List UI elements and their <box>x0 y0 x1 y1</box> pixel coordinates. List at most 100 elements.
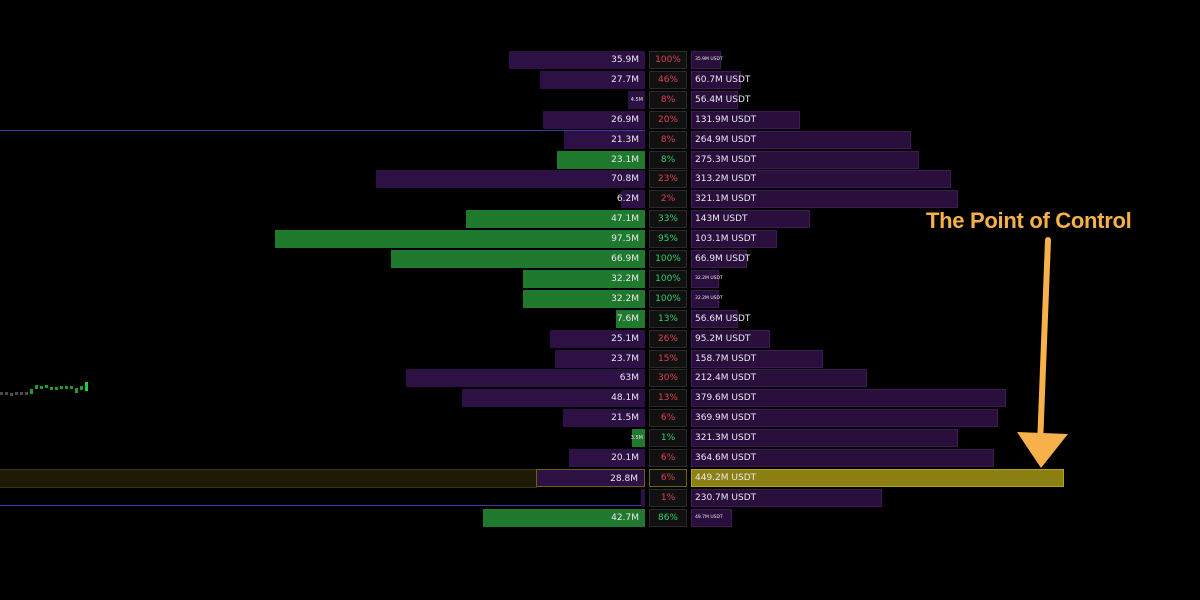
profile-row: 4.5M 8% 56.4M USDT <box>0 91 1200 109</box>
profile-row: 1% 230.7M USDT <box>0 489 1200 507</box>
volume-bar: 42.7M <box>482 509 645 527</box>
volume-bar: 21.5M <box>563 409 645 427</box>
total-bar: 321.3M USDT <box>691 429 958 447</box>
profile-row: 35.9M 100% 35.9M USDT <box>0 51 1200 69</box>
volume-bar: 21.3M <box>564 131 645 149</box>
volume-label: 6.2M <box>616 194 639 204</box>
percent-label: 13% <box>649 310 687 328</box>
volume-label: 20.1M <box>611 453 639 463</box>
profile-row: 6.2M 2% 321.1M USDT <box>0 190 1200 208</box>
profile-row: 47.1M 33% 143M USDT <box>0 210 1200 228</box>
profile-row: 70.8M 23% 313.2M USDT <box>0 170 1200 188</box>
total-label: 131.9M USDT <box>695 115 757 125</box>
percent-label: 6% <box>649 469 687 487</box>
total-label: 321.3M USDT <box>695 433 757 443</box>
percent-label: 2% <box>649 190 687 208</box>
percent-label: 100% <box>649 51 687 69</box>
volume-bar: 97.5M <box>274 230 645 248</box>
total-bar: 143M USDT <box>691 210 810 228</box>
total-bar: 364.6M USDT <box>691 449 994 467</box>
volume-bar: 7.6M <box>616 310 645 328</box>
total-label: 264.9M USDT <box>695 135 757 145</box>
profile-row: 63M 30% 212.4M USDT <box>0 369 1200 387</box>
total-label: 275.3M USDT <box>695 155 757 165</box>
volume-label: 70.8M <box>611 174 639 184</box>
profile-row: 42.7M 86% 49.7M USDT <box>0 509 1200 527</box>
volume-bar: 27.7M <box>539 71 645 89</box>
total-bar: 158.7M USDT <box>691 350 823 368</box>
total-label: 321.1M USDT <box>695 194 757 204</box>
total-label: 49.7M USDT <box>695 515 723 520</box>
volume-label: 66.9M <box>611 254 639 264</box>
total-label: 35.9M USDT <box>695 57 723 62</box>
profile-row: 20.1M 6% 364.6M USDT <box>0 449 1200 467</box>
profile-row: 7.6M 13% 56.6M USDT <box>0 310 1200 328</box>
volume-bar: 3.5M <box>630 429 645 447</box>
total-bar: 56.4M USDT <box>691 91 750 109</box>
volume-label: 3.5M <box>630 435 643 441</box>
poc-annotation-label: The Point of Control <box>926 208 1132 233</box>
profile-row: 32.2M 100% 32.2M USDT <box>0 290 1200 308</box>
percent-label: 26% <box>649 330 687 348</box>
mini-price-candles <box>0 382 88 396</box>
volume-label: 63M <box>619 373 639 383</box>
volume-label: 42.7M <box>611 513 639 523</box>
volume-bar: 4.5M <box>627 91 645 109</box>
volume-bar: 6.2M <box>617 190 645 208</box>
percent-label: 8% <box>649 151 687 169</box>
total-bar: 60.7M USDT <box>691 71 750 89</box>
percent-label: 8% <box>649 91 687 109</box>
lower-level-line <box>0 505 645 506</box>
profile-row: 23.1M 8% 275.3M USDT <box>0 151 1200 169</box>
total-label: 56.6M USDT <box>695 314 751 324</box>
volume-bar: 70.8M <box>375 170 645 188</box>
poc-total-bar: 449.2M USDT <box>691 469 1064 487</box>
percent-label: 1% <box>649 489 687 507</box>
volume-bar: 35.9M <box>508 51 645 69</box>
total-bar: 131.9M USDT <box>691 111 801 129</box>
profile-row: 66.9M 100% 66.9M USDT <box>0 250 1200 268</box>
percent-label: 1% <box>649 429 687 447</box>
volume-label: 21.5M <box>611 413 639 423</box>
percent-label: 33% <box>649 210 687 228</box>
volume-label: 48.1M <box>611 393 639 403</box>
volume-bar: 23.7M <box>554 350 645 368</box>
total-label: 32.2M USDT <box>695 296 723 301</box>
total-label: 56.4M USDT <box>695 95 751 105</box>
percent-label: 100% <box>649 270 687 288</box>
total-label: 103.1M USDT <box>695 234 757 244</box>
volume-bar: 32.2M <box>522 270 645 288</box>
volume-label: 27.7M <box>611 75 639 85</box>
volume-bar: 25.1M <box>549 330 645 348</box>
total-bar: 32.2M USDT <box>691 270 723 288</box>
total-label: 230.7M USDT <box>695 493 757 503</box>
percent-label: 20% <box>649 111 687 129</box>
total-bar: 379.6M USDT <box>691 389 1007 407</box>
total-bar: 66.9M USDT <box>691 250 751 268</box>
total-label: 66.9M USDT <box>695 254 751 264</box>
total-bar: 56.6M USDT <box>691 310 750 328</box>
total-bar: 264.9M USDT <box>691 131 911 149</box>
profile-row: 23.7M 15% 158.7M USDT <box>0 350 1200 368</box>
total-bar: 230.7M USDT <box>691 489 883 507</box>
total-bar: 95.2M USDT <box>691 330 771 348</box>
percent-label: 8% <box>649 131 687 149</box>
percent-label: 95% <box>649 230 687 248</box>
percent-label: 13% <box>649 389 687 407</box>
percent-label: 46% <box>649 71 687 89</box>
profile-row: 32.2M 100% 32.2M USDT <box>0 270 1200 288</box>
total-label: 32.2M USDT <box>695 276 723 281</box>
percent-label: 23% <box>649 170 687 188</box>
total-label: 364.6M USDT <box>695 453 757 463</box>
volume-label: 32.2M <box>611 274 639 284</box>
total-label: 158.7M USDT <box>695 354 757 364</box>
percent-label: 30% <box>649 369 687 387</box>
total-label: 369.9M USDT <box>695 413 757 423</box>
poc-highlight-band <box>0 469 537 488</box>
profile-row: 27.7M 46% 60.7M USDT <box>0 71 1200 89</box>
total-bar: 275.3M USDT <box>691 151 920 169</box>
volume-bar: 32.2M <box>522 290 645 308</box>
volume-label: 97.5M <box>611 234 639 244</box>
